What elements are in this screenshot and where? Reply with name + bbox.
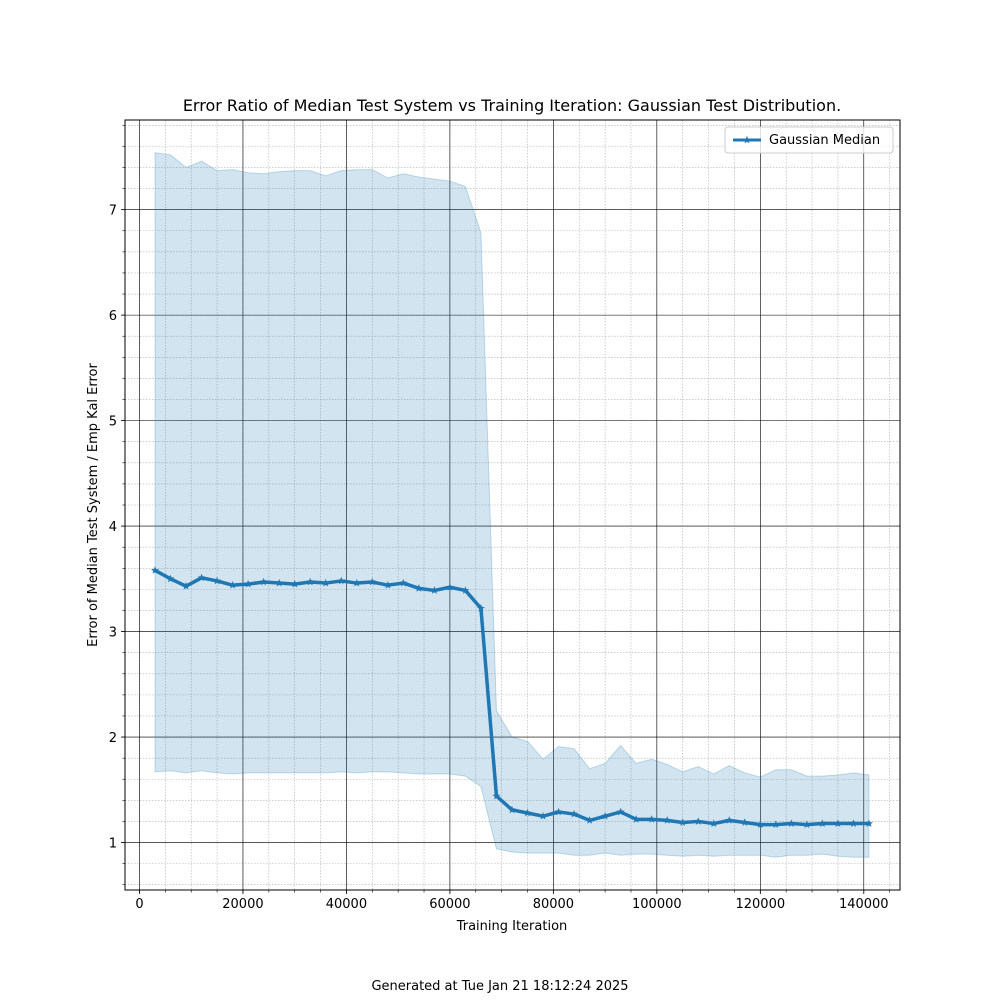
data-point-marker [368, 577, 377, 586]
x-tick-label: 140000 [839, 897, 889, 912]
data-point-marker [678, 818, 687, 826]
data-point-marker [833, 819, 842, 827]
y-tick-label: 2 [109, 731, 117, 746]
chart-title: Error Ratio of Median Test System vs Tra… [183, 96, 841, 115]
legend-label: Gaussian Median [769, 133, 880, 148]
data-point-marker [461, 586, 470, 594]
data-point-marker [430, 586, 439, 594]
data-point-marker [414, 584, 423, 592]
data-point-marker [725, 816, 734, 824]
data-point-marker [849, 819, 858, 827]
data-point-marker [694, 817, 703, 825]
data-point-marker [306, 577, 315, 586]
data-point-marker [352, 578, 361, 587]
data-point-marker [399, 578, 408, 587]
data-point-marker [337, 576, 346, 585]
y-tick-label: 6 [109, 309, 117, 324]
data-point-marker [616, 807, 625, 816]
data-point-marker [244, 579, 253, 588]
band-layer [154, 152, 870, 858]
legend-box [724, 126, 894, 154]
data-point-marker [290, 579, 299, 588]
x-tick-label: 80000 [533, 897, 574, 912]
data-point-marker [507, 805, 516, 814]
data-point-marker [647, 815, 656, 823]
legend-star-marker [743, 135, 751, 144]
data-point-marker [182, 582, 191, 590]
data-point-marker [151, 566, 159, 574]
data-point-marker [259, 577, 268, 586]
data-point-marker [445, 583, 454, 591]
data-point-marker [228, 580, 237, 589]
data-point-marker [585, 816, 594, 824]
ticks-layer: 0 20000 40000 60000 80000 100000 120000 140000 1… [109, 124, 890, 912]
data-point-marker [539, 811, 548, 820]
x-tick-label: 0 [135, 897, 143, 912]
y-tick-label: 3 [109, 626, 117, 641]
y-axis-label: Error of Median Test System / Emp Kal Er… [86, 362, 101, 646]
data-point-marker [166, 574, 175, 583]
data-point-marker [554, 807, 563, 816]
data-point-marker [787, 819, 796, 827]
data-point-marker [756, 820, 765, 828]
y-tick-label: 5 [109, 415, 117, 430]
data-point-marker [523, 808, 532, 817]
confidence-band [154, 152, 870, 858]
x-tick-label: 60000 [429, 897, 470, 912]
data-point-marker [570, 809, 579, 818]
data-point-marker [275, 578, 284, 587]
y-tick-label: 1 [109, 837, 117, 852]
footer-timestamp: Generated at Tue Jan 21 18:12:24 2025 [371, 979, 628, 994]
data-point-marker [864, 819, 873, 827]
x-axis-label: Training Iteration [456, 919, 568, 934]
data-point-marker [740, 818, 749, 826]
x-tick-label: 100000 [632, 897, 682, 912]
data-point-marker [802, 820, 811, 828]
x-tick-label: 20000 [222, 897, 263, 912]
data-point-marker [632, 815, 641, 823]
data-point-marker [709, 819, 718, 827]
data-point-marker [492, 791, 501, 800]
data-point-marker [771, 820, 780, 828]
y-tick-label: 4 [109, 520, 117, 535]
legend: Gaussian Median [724, 126, 894, 154]
line-layer [151, 566, 873, 828]
data-point-marker [818, 819, 827, 827]
data-point-marker [601, 811, 610, 820]
data-point-marker [321, 578, 330, 587]
x-tick-label: 40000 [326, 897, 367, 912]
y-tick-label: 7 [109, 204, 117, 219]
data-point-marker [663, 816, 672, 824]
data-point-marker [213, 576, 222, 585]
data-point-marker [197, 573, 206, 582]
major-grid [125, 120, 900, 890]
data-point-marker [383, 580, 392, 589]
x-tick-label: 120000 [735, 897, 785, 912]
data-point-marker [476, 604, 485, 612]
